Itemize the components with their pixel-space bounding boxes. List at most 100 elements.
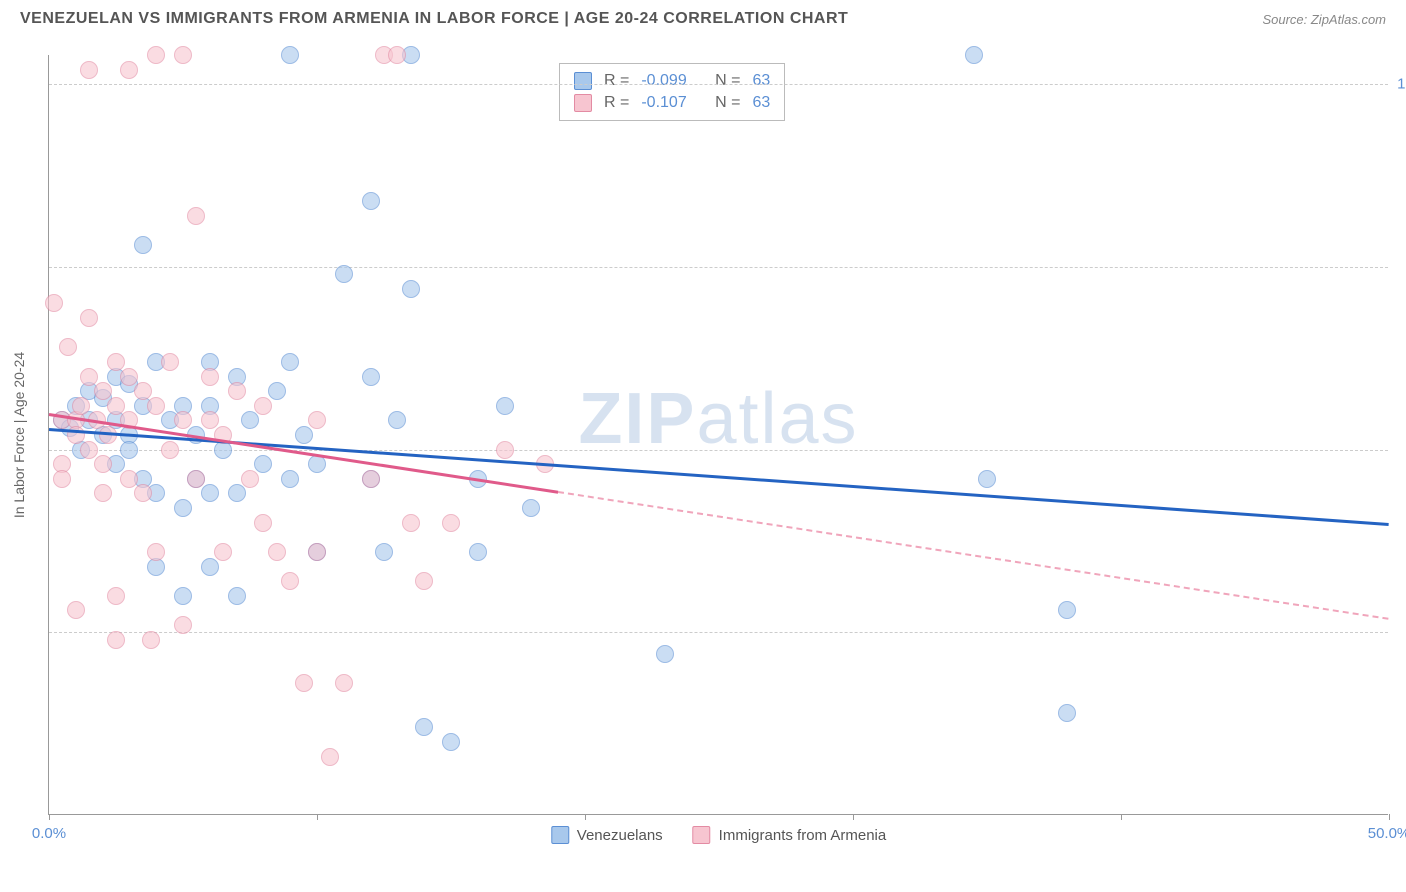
data-point (254, 455, 272, 473)
data-point (161, 441, 179, 459)
data-point (496, 397, 514, 415)
data-point (187, 207, 205, 225)
x-tick (585, 814, 586, 820)
data-point (388, 46, 406, 64)
data-point (174, 499, 192, 517)
chart-header: VENEZUELAN VS IMMIGRANTS FROM ARMENIA IN… (0, 0, 1406, 33)
x-tick (1389, 814, 1390, 820)
x-tick (49, 814, 50, 820)
data-point (308, 543, 326, 561)
data-point (201, 558, 219, 576)
data-point (228, 382, 246, 400)
n-value: 63 (753, 94, 771, 112)
data-point (45, 294, 63, 312)
data-point (254, 397, 272, 415)
data-point (94, 455, 112, 473)
data-point (335, 674, 353, 692)
data-point (415, 718, 433, 736)
data-point (174, 587, 192, 605)
gridline (49, 267, 1388, 268)
r-value: -0.107 (641, 94, 686, 112)
y-axis-label: In Labor Force | Age 20-24 (11, 351, 27, 517)
x-tick-label: 0.0% (32, 825, 66, 842)
source-label: Source: ZipAtlas.com (1262, 12, 1386, 27)
x-tick (1121, 814, 1122, 820)
data-point (469, 543, 487, 561)
watermark: ZIPatlas (578, 378, 858, 460)
legend: Venezuelans Immigrants from Armenia (551, 826, 886, 844)
r-label: R = (604, 94, 629, 112)
data-point (107, 397, 125, 415)
data-point (228, 484, 246, 502)
stat-row: R = -0.107 N = 63 (574, 92, 770, 114)
data-point (80, 368, 98, 386)
stat-row: R = -0.099 N = 63 (574, 70, 770, 92)
data-point (134, 236, 152, 254)
data-point (107, 631, 125, 649)
gridline (49, 84, 1388, 85)
correlation-stats-box: R = -0.099 N = 63 R = -0.107 N = 63 (559, 63, 785, 121)
data-point (72, 397, 90, 415)
data-point (362, 470, 380, 488)
data-point (362, 192, 380, 210)
data-point (281, 46, 299, 64)
data-point (402, 514, 420, 532)
data-point (94, 382, 112, 400)
data-point (147, 46, 165, 64)
chart-title: VENEZUELAN VS IMMIGRANTS FROM ARMENIA IN… (20, 10, 848, 28)
n-value: 63 (753, 72, 771, 90)
data-point (965, 46, 983, 64)
data-point (362, 368, 380, 386)
gridline (49, 450, 1388, 451)
scatter-chart: In Labor Force | Age 20-24 ZIPatlas R = … (48, 55, 1388, 815)
data-point (67, 601, 85, 619)
n-label: N = (715, 94, 740, 112)
data-point (201, 411, 219, 429)
data-point (59, 338, 77, 356)
data-point (142, 631, 160, 649)
swatch-icon (551, 826, 569, 844)
data-point (442, 733, 460, 751)
data-point (281, 572, 299, 590)
trend-line (558, 491, 1389, 620)
data-point (268, 382, 286, 400)
data-point (281, 353, 299, 371)
data-point (80, 61, 98, 79)
data-point (134, 382, 152, 400)
data-point (295, 674, 313, 692)
data-point (174, 411, 192, 429)
data-point (1058, 601, 1076, 619)
legend-label: Venezuelans (577, 827, 663, 844)
data-point (80, 441, 98, 459)
legend-label: Immigrants from Armenia (719, 827, 887, 844)
legend-item: Immigrants from Armenia (693, 826, 887, 844)
data-point (241, 411, 259, 429)
data-point (107, 587, 125, 605)
data-point (978, 470, 996, 488)
swatch-icon (693, 826, 711, 844)
data-point (442, 514, 460, 532)
data-point (147, 397, 165, 415)
data-point (214, 543, 232, 561)
data-point (120, 441, 138, 459)
data-point (201, 484, 219, 502)
x-tick (317, 814, 318, 820)
data-point (1058, 704, 1076, 722)
swatch-icon (574, 72, 592, 90)
r-value: -0.099 (641, 72, 686, 90)
data-point (308, 411, 326, 429)
data-point (335, 265, 353, 283)
y-tick-label: 100.0% (1397, 76, 1406, 93)
data-point (187, 470, 205, 488)
swatch-icon (574, 94, 592, 112)
data-point (321, 748, 339, 766)
data-point (496, 441, 514, 459)
x-tick (853, 814, 854, 820)
data-point (134, 484, 152, 502)
data-point (161, 353, 179, 371)
n-label: N = (715, 72, 740, 90)
data-point (120, 470, 138, 488)
gridline (49, 632, 1388, 633)
data-point (402, 280, 420, 298)
r-label: R = (604, 72, 629, 90)
